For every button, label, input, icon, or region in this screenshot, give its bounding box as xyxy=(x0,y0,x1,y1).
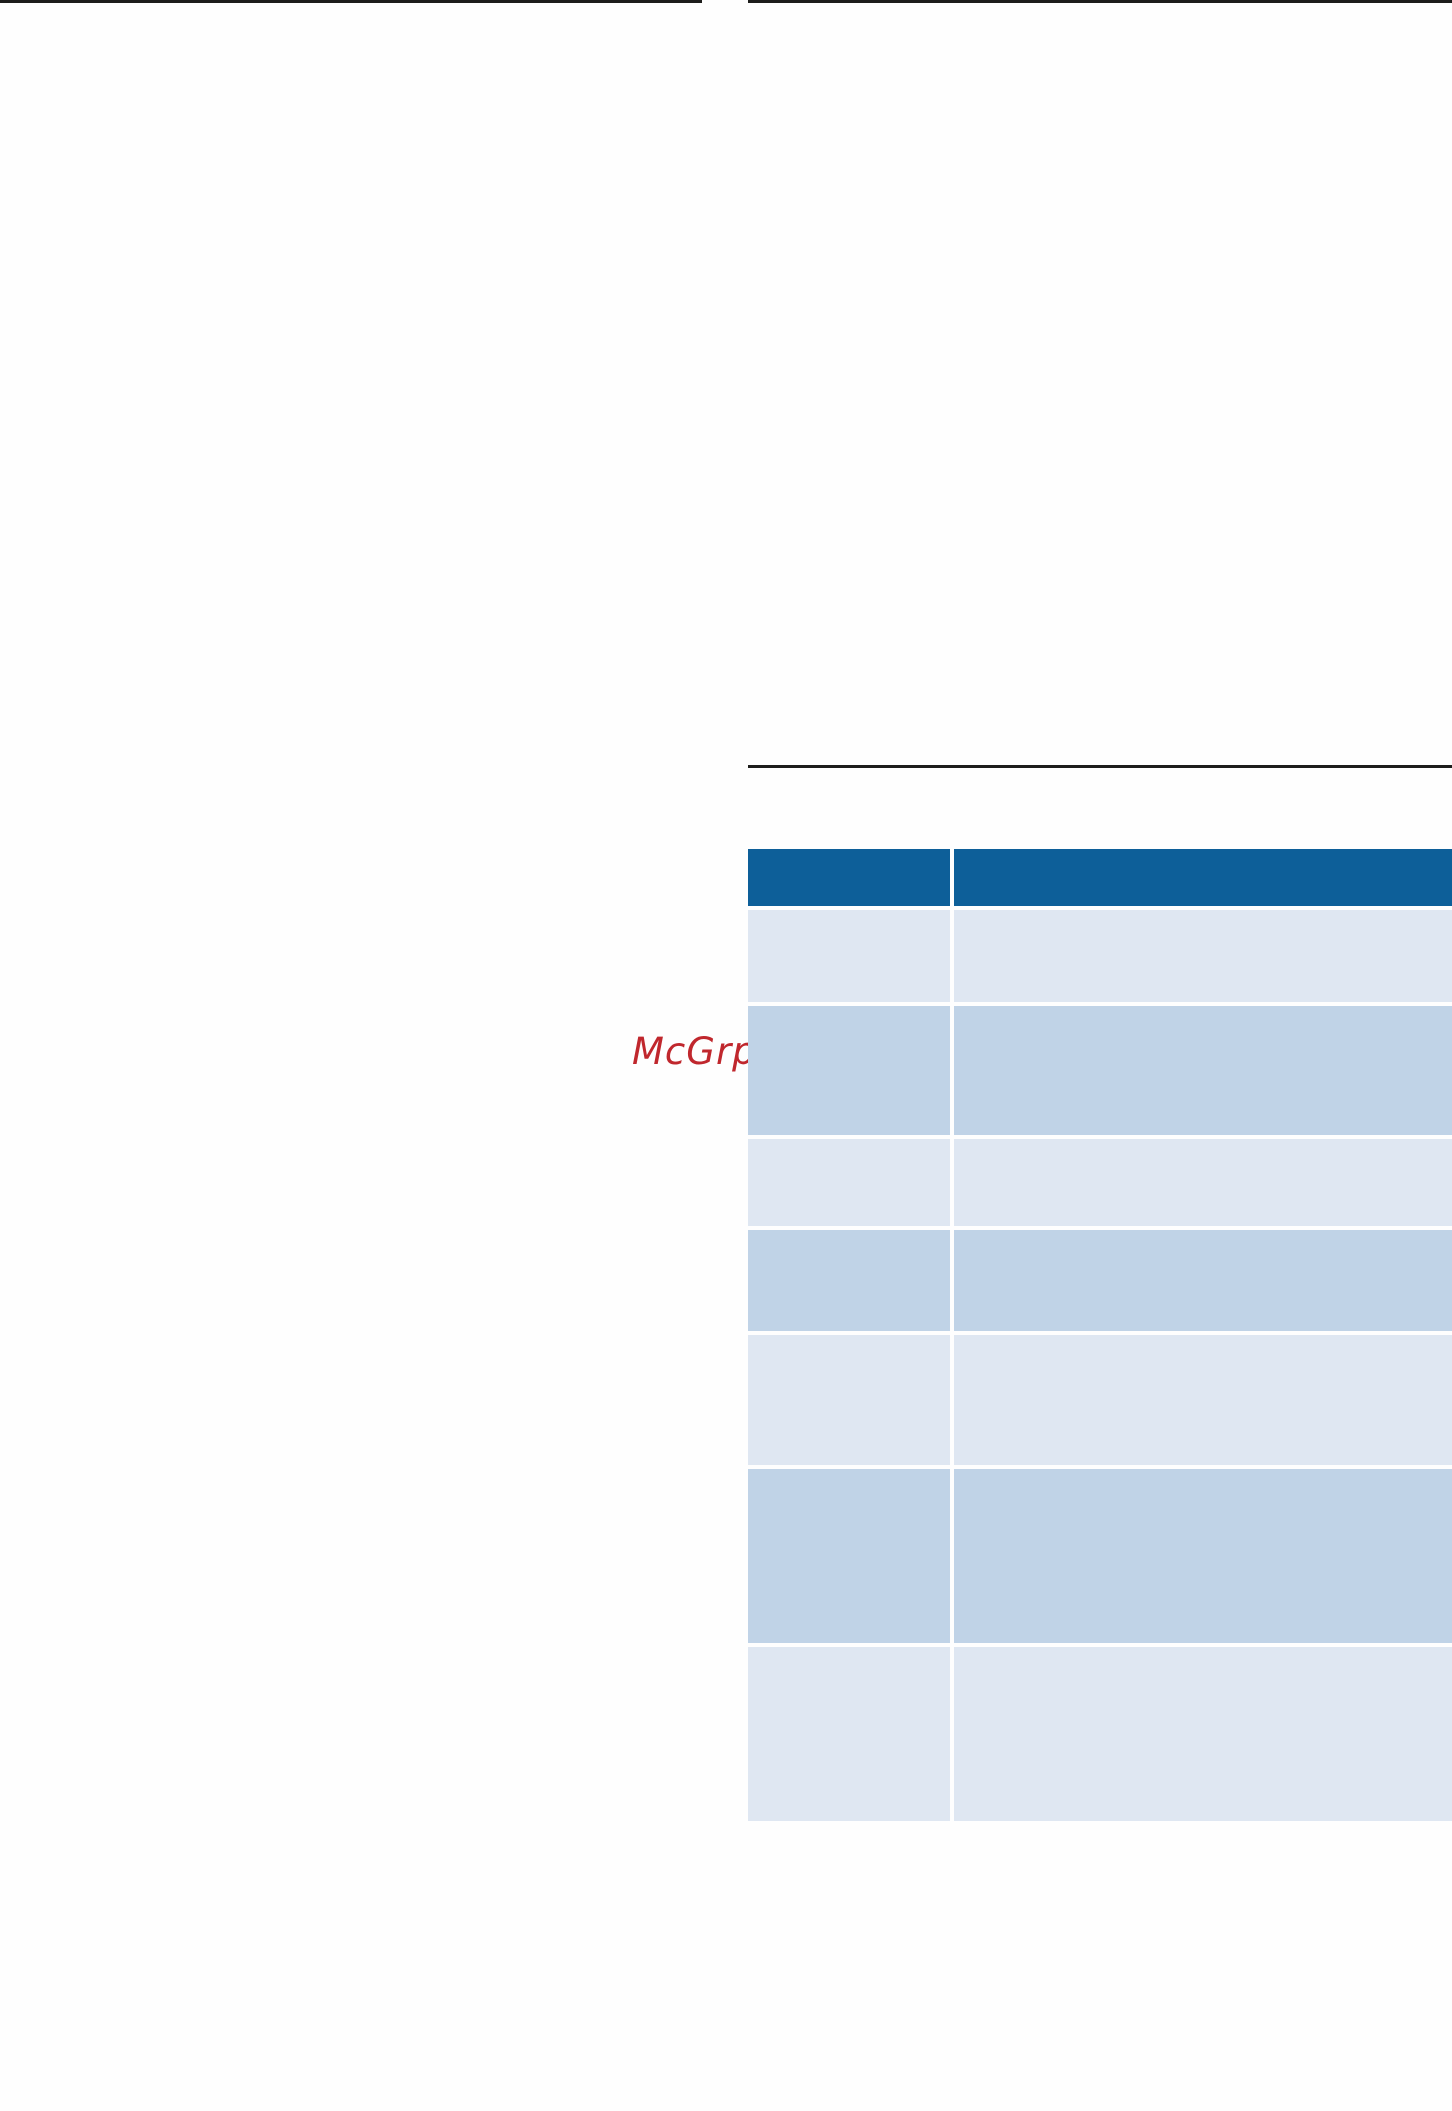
table-row xyxy=(748,1139,1452,1226)
table-cell xyxy=(748,1230,950,1331)
table-cell xyxy=(748,1469,950,1643)
table-cell xyxy=(748,1647,950,1821)
data-table xyxy=(748,849,1452,1821)
section-divider-rule xyxy=(748,765,1452,768)
table-cell xyxy=(748,1139,950,1226)
table-cell xyxy=(954,1469,1452,1643)
table-row xyxy=(748,1335,1452,1465)
column-top-rule-right xyxy=(748,0,1452,3)
table-cell xyxy=(954,910,1452,1002)
table-cell xyxy=(954,1335,1452,1465)
table-cell xyxy=(954,1006,1452,1135)
table-cell xyxy=(954,1139,1452,1226)
table-row xyxy=(748,1647,1452,1821)
table-row xyxy=(748,1230,1452,1331)
table-row xyxy=(748,910,1452,1002)
table-cell xyxy=(954,1647,1452,1821)
table-header-row xyxy=(748,849,1452,906)
table-cell xyxy=(954,1230,1452,1331)
table-cell xyxy=(748,910,950,1002)
table-header-cell xyxy=(748,849,950,906)
table-row xyxy=(748,1006,1452,1135)
column-top-rule-left xyxy=(0,0,702,3)
table-cell xyxy=(748,1006,950,1135)
table-row xyxy=(748,1469,1452,1643)
table-header-cell xyxy=(954,849,1452,906)
table-cell xyxy=(748,1335,950,1465)
